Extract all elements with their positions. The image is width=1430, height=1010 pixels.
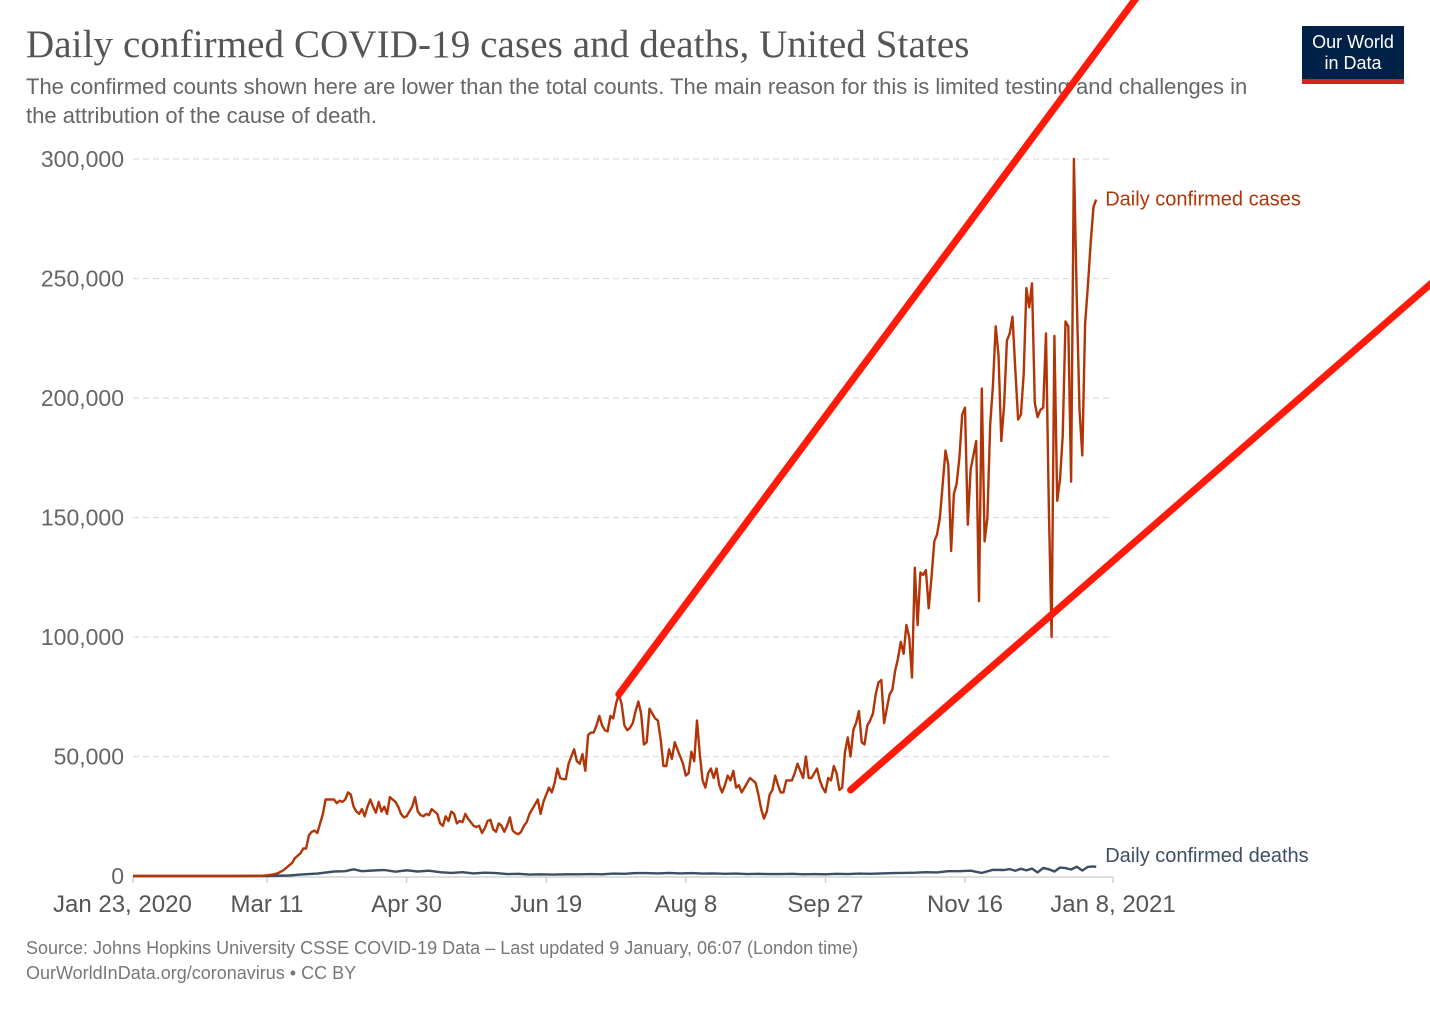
y-tick-label: 0 [111, 863, 124, 889]
y-tick-label: 50,000 [54, 744, 124, 770]
lower-trend-line [847, 279, 1430, 794]
y-axis-ticks: 0 50,000 100,000 150,000 200,000 250,000 300,0… [41, 146, 124, 889]
chart-title: Daily confirmed COVID-19 cases and death… [26, 23, 970, 66]
x-tick-label: Nov 16 [927, 891, 1003, 918]
source-note: Source: Johns Hopkins University CSSE CO… [26, 938, 859, 958]
gridlines [133, 158, 1113, 758]
cases-line [133, 157, 1098, 878]
chart-area: 0 50,000 100,000 150,000 200,000 250,000 300,0… [41, 0, 1430, 918]
logo-accent-bar [1302, 79, 1404, 84]
x-tick-label: Jan 23, 2020 [53, 891, 192, 918]
logo-line-1: Our World [1312, 32, 1394, 52]
x-tick-label: Sep 27 [787, 891, 863, 918]
y-tick-label: 150,000 [41, 505, 124, 531]
y-tick-label: 300,000 [41, 146, 124, 172]
y-tick-label: 200,000 [41, 385, 124, 411]
cases-label: Daily confirmed cases [1105, 189, 1301, 211]
series-lines [133, 157, 1098, 878]
license-link[interactable]: OurWorldInData.org/coronavirus • CC BY [26, 963, 357, 983]
x-tick-label: Jan 8, 2021 [1050, 891, 1175, 918]
x-tick-label: Jun 19 [510, 891, 582, 918]
owid-logo[interactable]: Our World in Data [1302, 26, 1404, 84]
annotations [615, 0, 1430, 794]
deaths-label: Daily confirmed deaths [1105, 845, 1308, 867]
upper-trend-line [615, 0, 1140, 698]
chart-subtitle: The confirmed counts shown here are lowe… [26, 74, 1248, 128]
footer: Source: Johns Hopkins University CSSE CO… [26, 936, 858, 986]
deaths-line [133, 865, 1097, 878]
y-tick-label: 100,000 [41, 624, 124, 650]
x-tick-label: Apr 30 [371, 891, 442, 918]
series-labels: Daily confirmed deaths Daily confirmed ca… [1105, 189, 1308, 867]
logo-line-2: in Data [1324, 53, 1382, 73]
x-tick-label: Aug 8 [654, 891, 717, 918]
x-tick-label: Mar 11 [231, 891, 304, 918]
y-tick-label: 250,000 [41, 266, 124, 292]
x-axis: Jan 23, 2020 Mar 11 Apr 30 Jun 19 Aug 8 Sep 2… [53, 876, 1176, 918]
